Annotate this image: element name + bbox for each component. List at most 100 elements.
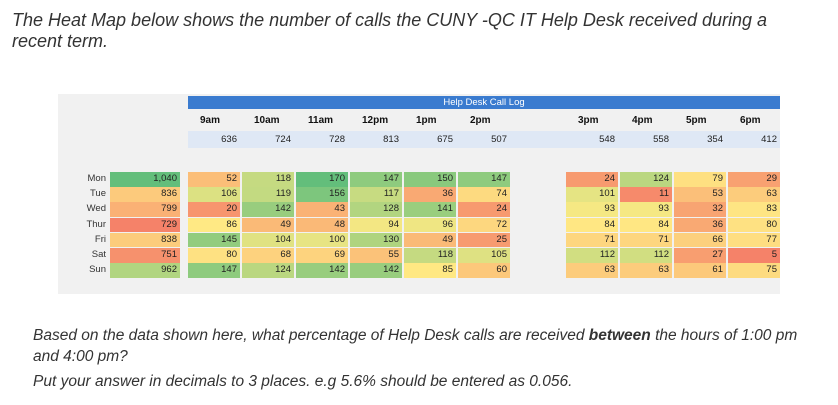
call-log-title: Help Desk Call Log <box>188 96 780 109</box>
heat-cell: 84 <box>620 217 672 233</box>
day-total-cell: 836 <box>110 187 180 202</box>
heat-cell: 112 <box>566 248 618 263</box>
heat-cell: 36 <box>404 187 456 202</box>
heat-cell: 142 <box>350 263 402 278</box>
heat-cell: 93 <box>620 202 672 217</box>
day-label: Wed <box>86 203 106 215</box>
heat-cell: 170 <box>296 172 348 187</box>
heat-cell: 63 <box>566 263 618 278</box>
heat-cell: 49 <box>242 217 294 233</box>
day-total-cell: 729 <box>110 217 180 233</box>
hour-total: 412 <box>761 134 777 145</box>
heat-cell: 71 <box>620 232 672 248</box>
help-desk-call-log: Help Desk Call Log 9am 10am 11am 12pm 1pm 2pm… <box>58 94 780 294</box>
hour-header: 9am <box>200 115 221 126</box>
heat-cell: 66 <box>674 232 726 248</box>
intro-text: The Heat Map below shows the number of c… <box>12 10 767 51</box>
heat-cell: 60 <box>458 263 510 278</box>
heat-cell: 80 <box>728 217 780 233</box>
hour-total: 636 <box>221 134 237 145</box>
day-total-cell: 962 <box>110 263 180 278</box>
heat-cell: 69 <box>296 248 348 263</box>
heat-cell: 79 <box>674 172 726 187</box>
heat-cell: 74 <box>458 187 510 202</box>
hour-header: 5pm <box>686 115 707 126</box>
question-text: Based on the data shown here, what perce… <box>33 325 823 392</box>
hour-total: 548 <box>599 134 615 145</box>
heat-cell: 72 <box>458 217 510 233</box>
heat-cell: 32 <box>674 202 726 217</box>
heat-cell: 104 <box>242 232 294 248</box>
heat-cell: 147 <box>350 172 402 187</box>
day-label: Thur <box>86 218 106 230</box>
answer-instruction: Put your answer in decimals to 3 places.… <box>33 373 573 390</box>
heat-cell: 48 <box>296 217 348 233</box>
heat-cell: 119 <box>242 187 294 202</box>
heat-cell: 49 <box>404 232 456 248</box>
heat-cell: 84 <box>566 217 618 233</box>
day-total-cell: 1,040 <box>110 172 180 187</box>
heat-cell: 124 <box>242 263 294 278</box>
heat-cell: 156 <box>296 187 348 202</box>
heat-cell: 27 <box>674 248 726 263</box>
heat-cell: 101 <box>566 187 618 202</box>
heat-cell: 68 <box>242 248 294 263</box>
heat-cell: 112 <box>620 248 672 263</box>
day-label: Tue <box>89 188 106 200</box>
day-label: Fri <box>94 233 106 245</box>
heat-cell: 11 <box>620 187 672 202</box>
hour-total: 813 <box>383 134 399 145</box>
day-total-cell: 751 <box>110 248 180 263</box>
heat-cell: 53 <box>674 187 726 202</box>
hour-header: 12pm <box>362 115 389 126</box>
heat-cell: 128 <box>350 202 402 217</box>
heat-cell: 141 <box>404 202 456 217</box>
heat-cell: 118 <box>404 248 456 263</box>
hour-header: 6pm <box>740 115 761 126</box>
heat-cell: 96 <box>404 217 456 233</box>
heat-cell: 106 <box>188 187 240 202</box>
question-part: the hours of 1:00 pm and 4:00 pm? <box>33 327 798 365</box>
heat-cell: 36 <box>674 217 726 233</box>
day-label: Sat <box>91 249 106 260</box>
heat-cell: 124 <box>620 172 672 187</box>
heat-cell: 117 <box>350 187 402 202</box>
hour-totals-band <box>188 131 780 148</box>
hour-header: 11am <box>308 115 334 126</box>
heat-cell: 94 <box>350 217 402 233</box>
hour-header: 1pm <box>416 115 437 126</box>
hour-header: 2pm <box>470 115 491 126</box>
heat-cell: 61 <box>674 263 726 278</box>
heat-cell: 43 <box>296 202 348 217</box>
heat-cell: 63 <box>728 187 780 202</box>
heat-cell: 150 <box>404 172 456 187</box>
heat-cell: 71 <box>566 232 618 248</box>
day-total-cell: 838 <box>110 232 180 248</box>
hour-header: 3pm <box>578 115 599 126</box>
heat-cell: 75 <box>728 263 780 278</box>
hour-total: 354 <box>707 134 723 145</box>
day-total-cell: 799 <box>110 202 180 217</box>
heat-cell: 145 <box>188 232 240 248</box>
hour-header: 10am <box>254 115 280 126</box>
question-part: Based on the data shown here, what perce… <box>33 327 589 344</box>
hour-header: 4pm <box>632 115 653 126</box>
heat-cell: 20 <box>188 202 240 217</box>
heat-cell: 5 <box>728 248 780 263</box>
heat-cell: 24 <box>566 172 618 187</box>
heat-cell: 118 <box>242 172 294 187</box>
heat-cell: 147 <box>188 263 240 278</box>
hour-total: 675 <box>437 134 453 145</box>
heat-cell: 86 <box>188 217 240 233</box>
heat-cell: 77 <box>728 232 780 248</box>
heat-cell: 29 <box>728 172 780 187</box>
heat-cell: 83 <box>728 202 780 217</box>
question-emphasis: between <box>588 327 651 344</box>
hour-total: 507 <box>491 134 507 145</box>
heat-cell: 52 <box>188 172 240 187</box>
question-paragraph: Based on the data shown here, what perce… <box>33 325 823 367</box>
hour-total: 724 <box>275 134 291 145</box>
heat-cell: 130 <box>350 232 402 248</box>
heat-cell: 55 <box>350 248 402 263</box>
heat-cell: 85 <box>404 263 456 278</box>
